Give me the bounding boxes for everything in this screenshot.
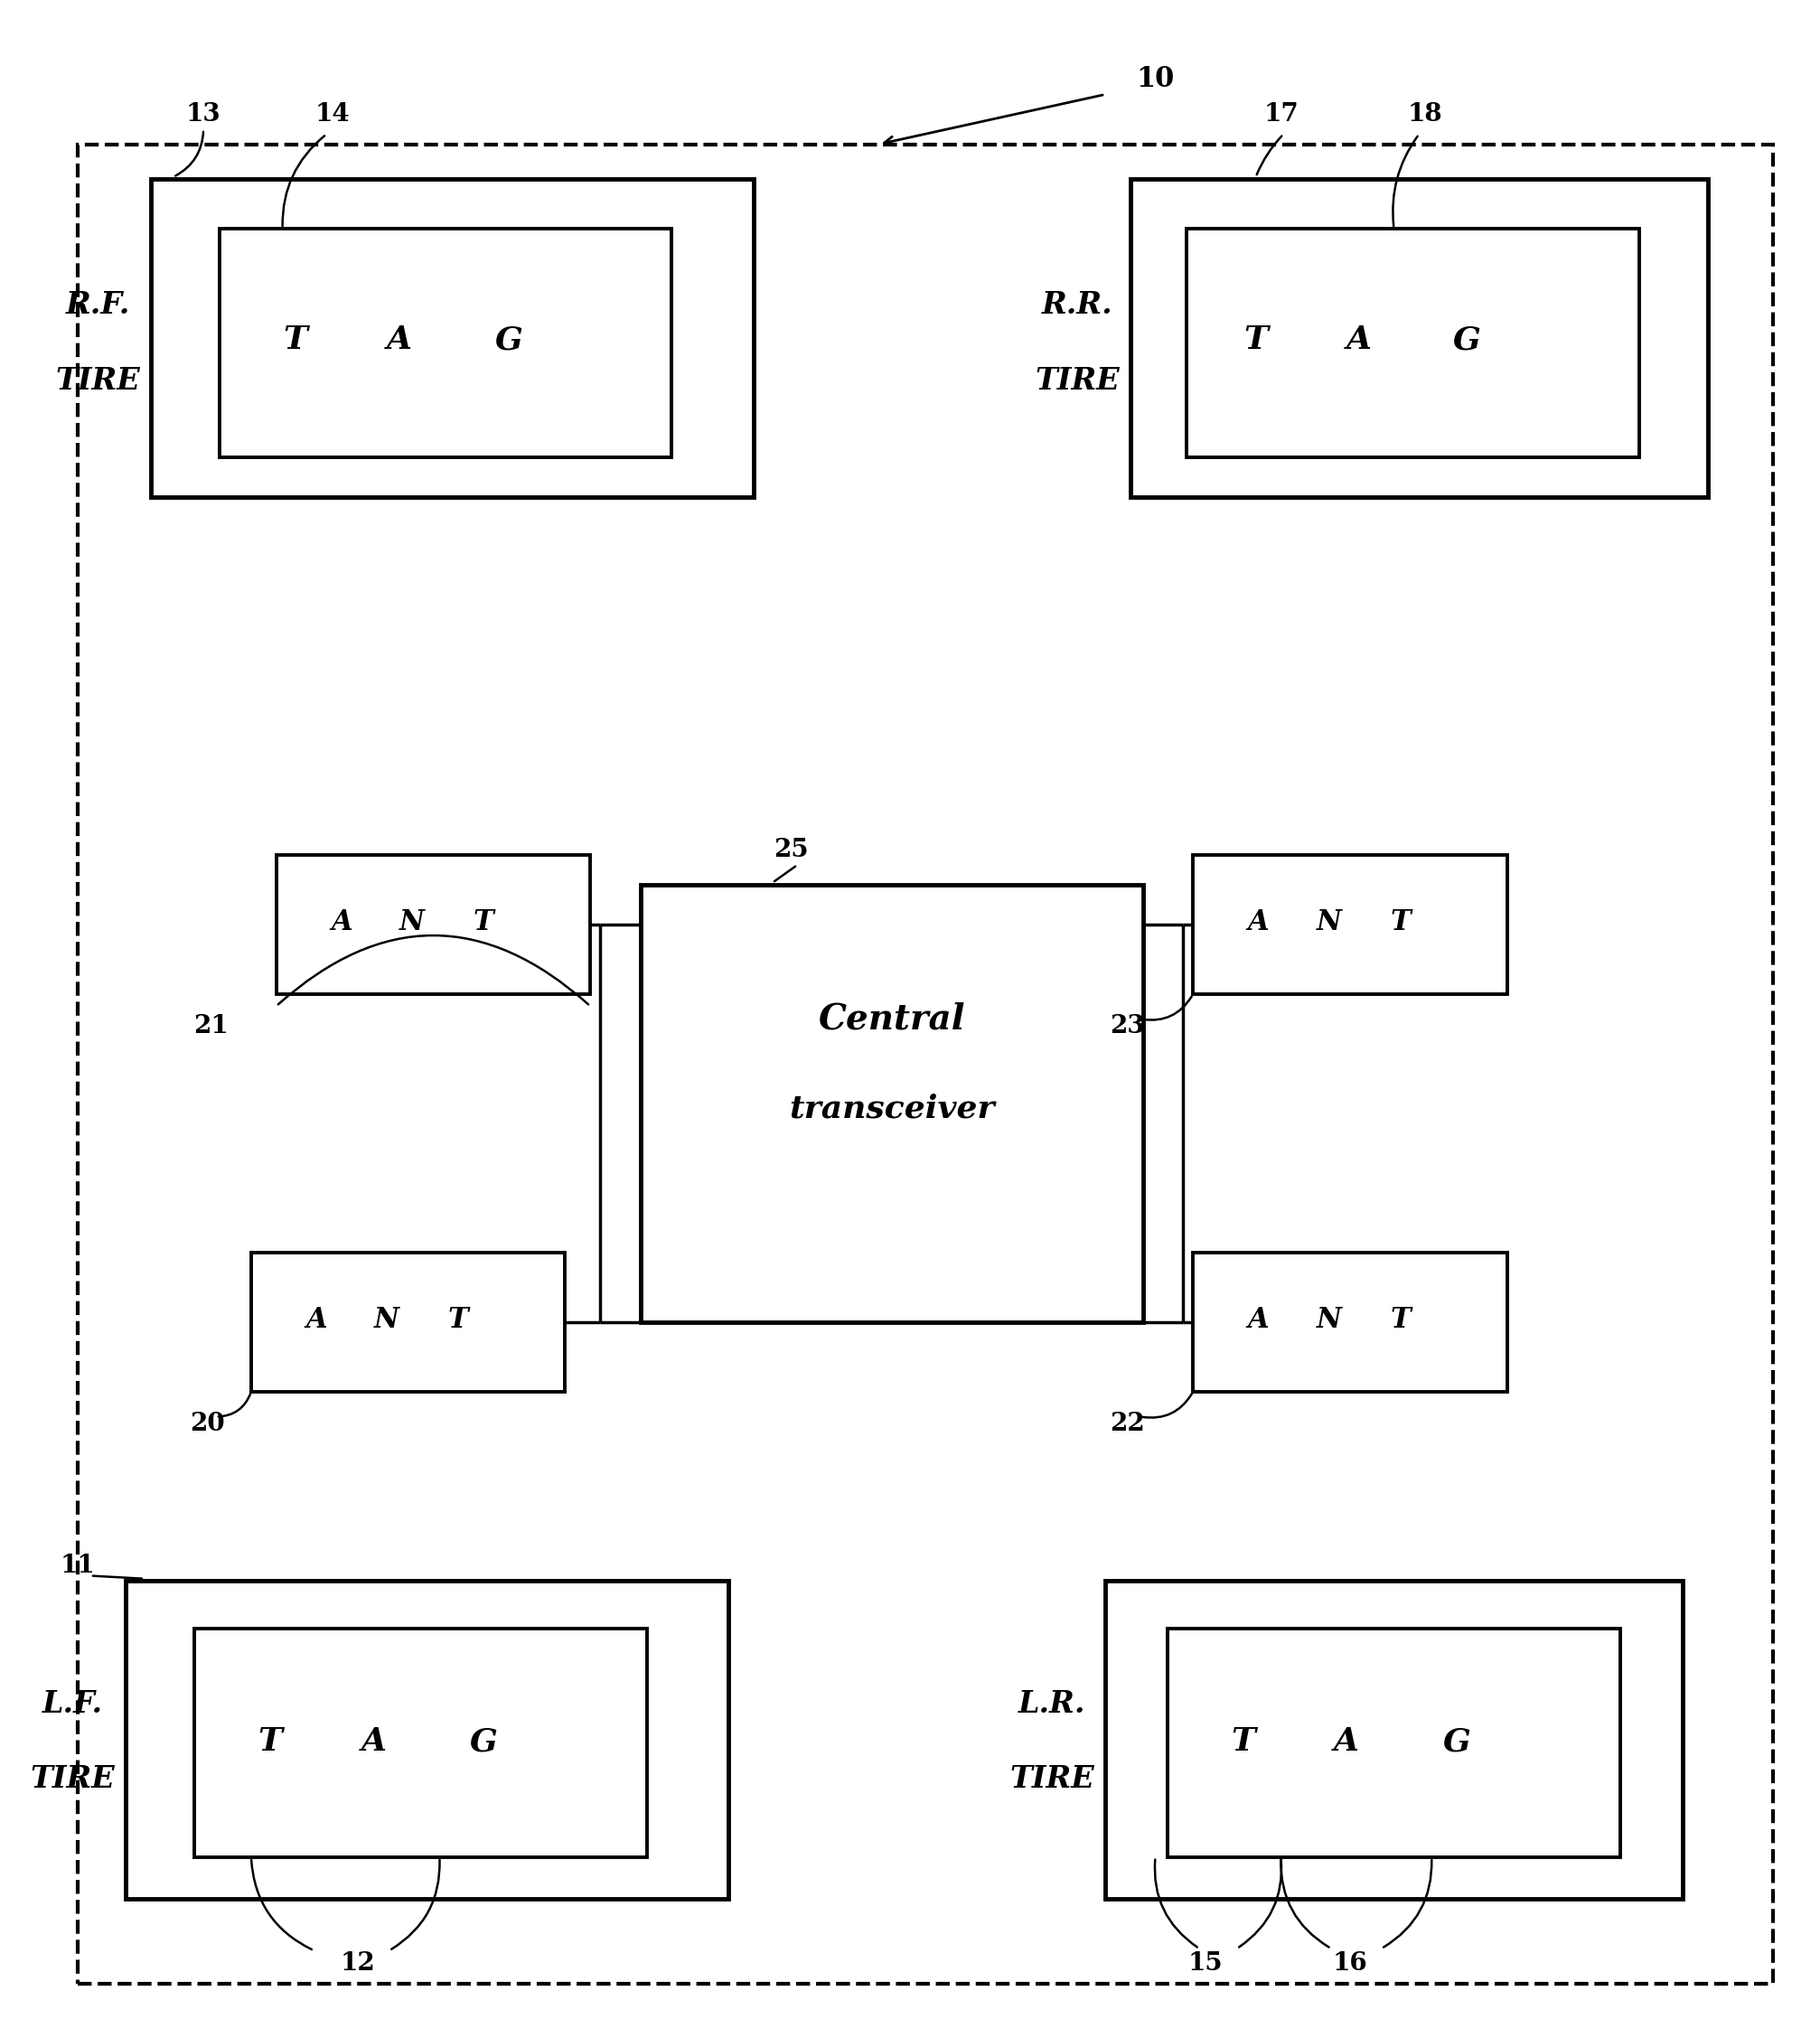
Text: 17: 17 [1263, 102, 1298, 126]
Text: T: T [1230, 1726, 1254, 1757]
Text: T: T [1243, 324, 1267, 355]
Text: A: A [1247, 1306, 1269, 1335]
Text: T: T [282, 324, 308, 355]
Text: 12: 12 [340, 1950, 375, 1975]
Text: 23: 23 [1110, 1013, 1145, 1037]
Text: G: G [1441, 1726, 1471, 1757]
Bar [641, 884, 1143, 1323]
Text: A: A [331, 909, 351, 937]
Bar [251, 1253, 564, 1392]
Text: 22: 22 [1110, 1412, 1145, 1437]
Text: 15: 15 [1187, 1950, 1223, 1975]
Text: R.F.: R.F. [66, 289, 131, 320]
Text: A: A [362, 1726, 386, 1757]
Text: R.R.: R.R. [1041, 289, 1112, 320]
Text: TIRE: TIRE [1034, 367, 1119, 395]
Text: 14: 14 [315, 102, 349, 126]
Text: N: N [1316, 909, 1341, 937]
Text: TIRE: TIRE [31, 1765, 115, 1793]
Text: 21: 21 [193, 1013, 228, 1037]
Bar [1187, 228, 1638, 457]
Bar [1167, 1628, 1620, 1857]
Text: 16: 16 [1332, 1950, 1367, 1975]
Text: 10: 10 [1136, 65, 1174, 94]
Text: T: T [1389, 1306, 1411, 1335]
Bar [220, 228, 672, 457]
Text: T: T [258, 1726, 282, 1757]
Text: G: G [495, 324, 522, 355]
Text: G: G [470, 1726, 497, 1757]
Text: A: A [1332, 1726, 1358, 1757]
Bar [151, 179, 753, 497]
Text: N: N [399, 909, 424, 937]
Bar [126, 1581, 728, 1899]
Text: A: A [306, 1306, 328, 1335]
Text: A: A [1247, 909, 1269, 937]
Text: 25: 25 [773, 838, 808, 862]
Bar [1192, 856, 1507, 995]
Text: 11: 11 [60, 1553, 95, 1577]
Text: N: N [1316, 1306, 1341, 1335]
Text: A: A [1345, 324, 1370, 355]
Text: TIRE: TIRE [1010, 1765, 1094, 1793]
Bar [195, 1628, 646, 1857]
Text: 18: 18 [1407, 102, 1441, 126]
Text: T: T [448, 1306, 468, 1335]
Text: 20: 20 [189, 1412, 224, 1437]
Bar [1192, 1253, 1507, 1392]
Text: TIRE: TIRE [56, 367, 140, 395]
Text: G: G [1452, 324, 1480, 355]
Bar [1130, 179, 1707, 497]
Text: 13: 13 [186, 102, 220, 126]
Text: L.R.: L.R. [1017, 1690, 1085, 1718]
Bar [1105, 1581, 1682, 1899]
Text: Central: Central [817, 1003, 965, 1035]
Text: L.F.: L.F. [42, 1690, 104, 1718]
Text: transceiver: transceiver [788, 1092, 994, 1123]
Bar [277, 856, 590, 995]
Text: A: A [386, 324, 411, 355]
Text: T: T [473, 909, 493, 937]
Text: N: N [373, 1306, 399, 1335]
Text: T: T [1389, 909, 1411, 937]
